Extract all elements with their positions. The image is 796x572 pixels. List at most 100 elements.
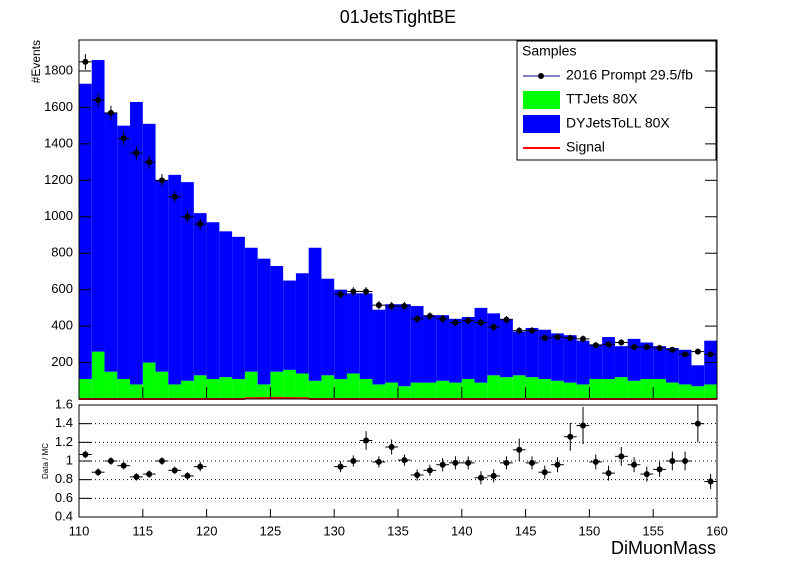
ratio-point xyxy=(554,461,561,468)
ratio-point xyxy=(158,458,165,464)
data-point xyxy=(618,339,625,346)
stack-bar xyxy=(653,378,666,399)
data-point xyxy=(82,58,89,65)
ratio-point xyxy=(528,459,535,466)
stack-bar xyxy=(410,382,424,399)
y-tick-label: 0.4 xyxy=(55,508,73,523)
x-tick-label: 160 xyxy=(706,523,728,538)
y-tick-label: 600 xyxy=(51,281,73,296)
legend-label: DYJetsToLL 80X xyxy=(566,115,670,131)
x-tick-label: 110 xyxy=(69,523,90,538)
y-axis-label: #Events xyxy=(29,40,43,83)
data-point xyxy=(567,334,574,341)
stack-bar xyxy=(193,375,207,399)
stack-bar xyxy=(602,378,615,399)
data-point xyxy=(477,319,484,326)
y-tick-label: 800 xyxy=(51,245,73,260)
stack-bar xyxy=(487,313,501,376)
stack-bar xyxy=(270,265,284,372)
x-tick-label: 115 xyxy=(132,523,153,538)
stack-bar xyxy=(104,371,118,399)
stack-bar xyxy=(321,278,335,376)
ratio-point xyxy=(426,467,433,474)
data-point xyxy=(503,316,510,323)
stack-bar xyxy=(206,378,220,399)
stack-bar xyxy=(525,377,539,399)
stack-bar xyxy=(423,382,437,399)
stack-bar xyxy=(449,382,462,399)
legend-swatch xyxy=(523,91,560,109)
stack-bar xyxy=(372,309,386,385)
stack-bar xyxy=(91,60,105,352)
data-point xyxy=(363,288,370,295)
stack-bar xyxy=(244,371,258,399)
data-point xyxy=(401,303,408,310)
data-point xyxy=(682,351,689,358)
legend-title: Samples xyxy=(522,43,576,59)
stack-bar xyxy=(589,344,603,379)
stack-bar xyxy=(232,236,245,379)
stack-bar xyxy=(308,247,322,381)
stack-bar xyxy=(665,347,679,383)
stack-bar xyxy=(270,371,284,399)
ratio-point xyxy=(631,461,638,468)
ratio-point xyxy=(465,459,472,466)
x-tick-label: 145 xyxy=(515,523,537,538)
stack-bar xyxy=(614,346,628,378)
ratio-point xyxy=(490,472,497,479)
stack-bar xyxy=(334,378,347,399)
ratio-point xyxy=(643,471,650,478)
y-tick-label: 1.6 xyxy=(55,396,73,411)
data-point xyxy=(580,335,587,342)
stack-bar xyxy=(551,333,564,381)
x-tick-label: 135 xyxy=(387,523,409,538)
stack-bar xyxy=(410,306,424,383)
ratio-point xyxy=(133,473,140,480)
stack-bar xyxy=(295,273,309,374)
ratio-point xyxy=(541,469,548,476)
ratio-point xyxy=(337,463,344,470)
stack-bar xyxy=(525,327,539,378)
stack-bar xyxy=(79,83,92,379)
data-point xyxy=(656,344,663,351)
stack-bar xyxy=(398,386,411,399)
stack-bar xyxy=(206,222,220,379)
stack-bar xyxy=(257,258,271,385)
stack-bar xyxy=(589,378,603,399)
stack-bar xyxy=(295,373,309,399)
data-point xyxy=(516,327,523,334)
stack-bar xyxy=(385,382,398,399)
ratio-point xyxy=(375,458,382,465)
ratio-point xyxy=(707,478,714,485)
stack-bar xyxy=(627,338,641,381)
ratio-point xyxy=(414,472,421,478)
stack-bar xyxy=(500,318,513,378)
data-point xyxy=(375,302,382,309)
stack-bar xyxy=(461,316,475,379)
stack-bar xyxy=(461,378,475,399)
stack-bar xyxy=(563,335,577,383)
stack-bar xyxy=(385,304,398,383)
stack-bar xyxy=(449,318,462,383)
stack-bar xyxy=(602,337,615,379)
data-point xyxy=(605,341,612,348)
data-point xyxy=(592,342,599,349)
y-tick-label: 0.6 xyxy=(55,490,73,505)
y-tick-label: 1 xyxy=(66,452,73,467)
stack-bar xyxy=(346,293,360,374)
stack-bar xyxy=(168,384,182,399)
stack-bar xyxy=(79,378,92,399)
ratio-point xyxy=(171,467,178,474)
ratio-point xyxy=(592,458,599,465)
ratio-point xyxy=(146,471,153,478)
data-point xyxy=(554,334,561,341)
ratio-y-axis-label: Data / MC xyxy=(41,443,50,479)
stack-bar xyxy=(500,377,513,399)
data-point xyxy=(631,344,638,351)
ratio-point xyxy=(656,466,663,473)
stack-bar xyxy=(653,346,666,379)
ratio-point xyxy=(516,446,523,453)
stack-bar xyxy=(244,247,258,372)
y-tick-label: 1600 xyxy=(44,99,73,114)
data-point xyxy=(439,315,446,322)
